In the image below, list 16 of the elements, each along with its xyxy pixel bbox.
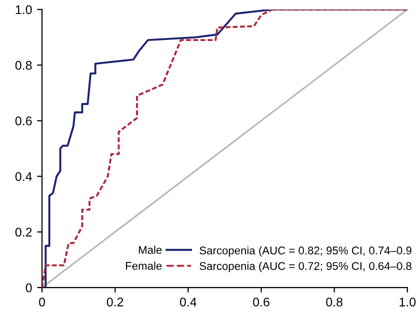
y-tick-label: 0.8 [15,60,32,70]
y-tick-label: 0.4 [15,172,32,181]
x-tick-label: 0.4 [180,298,196,306]
x-tick-label: 0.2 [106,298,124,306]
x-tick-label: 0.6 [253,298,270,306]
y-tick-label: 0.6 [15,116,32,126]
y-tick-label: 1.0 [16,5,32,14]
x-tick-label: 1.0 [400,298,416,306]
annotation: Sarcopenia (AUC = 0.82; 95% CI, 0.74–0.9 [200,246,412,257]
legend-label: Female [126,262,162,270]
y-tick-label: 0.2 [15,228,32,237]
annotation: Sarcopenia (AUC = 0.72; 95% CI, 0.64–0.8 [200,262,412,272]
y-tick-label: 0 [26,283,32,292]
x-tick-label: 0.8 [326,298,342,306]
x-tick-label: 0 [39,298,45,306]
legend-label: Male [138,246,162,254]
